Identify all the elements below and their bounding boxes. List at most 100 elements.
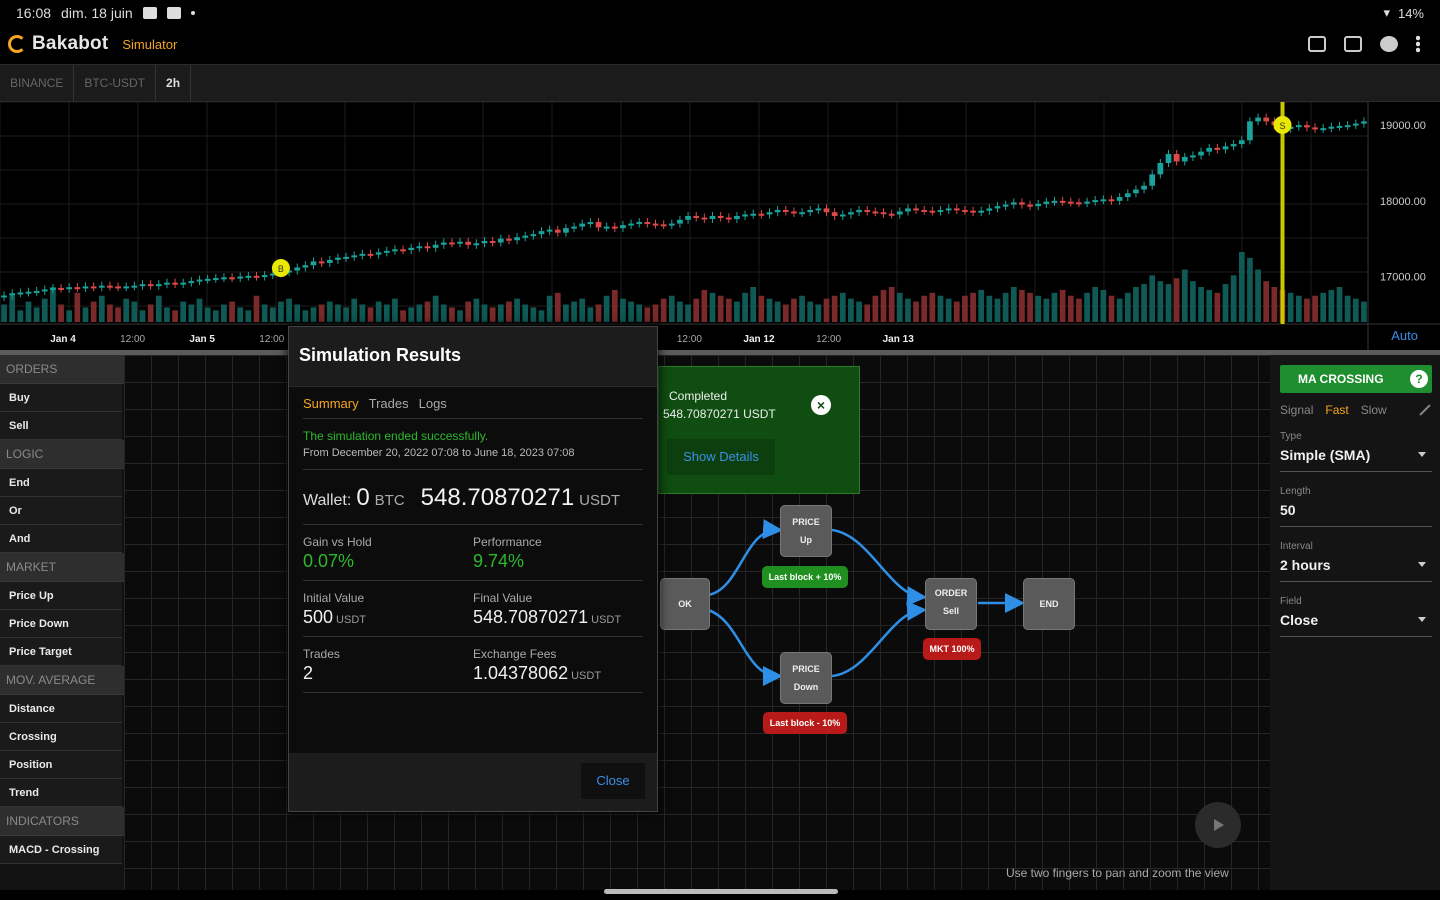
candle [546,229,553,232]
volume-bar [33,307,40,322]
price-down-node[interactable]: PRICE Down [780,652,832,704]
show-details-button[interactable]: Show Details [667,439,775,475]
stat-row: Gain vs Hold 0.07% Performance 9.74% [303,525,643,581]
candle [1312,127,1318,130]
palette-item-price-down[interactable]: Price Down [0,610,122,638]
palette-item-trend[interactable]: Trend [0,779,122,807]
type-dropdown-icon[interactable] [1418,452,1426,457]
tab-fast[interactable]: Fast [1325,403,1349,417]
candle [603,226,610,229]
interval-selector[interactable]: 2h [156,65,192,101]
volume-bar [1002,292,1009,322]
volume-bar [953,301,960,322]
tab-trades[interactable]: Trades [368,396,409,411]
bot-icon[interactable] [1344,36,1362,52]
more-menu-icon[interactable] [1416,35,1420,53]
volume-bar [449,307,455,322]
stat-value-row: 1.04378062 USDT [473,663,643,684]
auto-scale-button[interactable]: Auto [1391,328,1418,343]
volume-bar [123,298,130,322]
field-field[interactable]: Field Close [1280,596,1432,637]
volume-bar [1010,287,1017,322]
candle [620,225,626,229]
home-indicator[interactable] [604,889,838,894]
price-down-condition[interactable]: Last block - 10% [763,712,847,734]
tab-logs[interactable]: Logs [418,396,447,411]
tab-summary[interactable]: Summary [303,396,359,411]
volume-bar [1149,275,1156,322]
palette-item-distance[interactable]: Distance [0,695,122,723]
ma-tabs: Signal Fast Slow [1280,403,1432,417]
field-value[interactable]: Close [1280,612,1319,628]
wallet-btc: 0 [356,484,370,511]
palette-item-or[interactable]: Or [0,497,122,525]
ok-node[interactable]: OK [660,578,710,630]
pair-selector[interactable]: BTC-USDT [74,65,157,101]
tab-signal[interactable]: Signal [1280,403,1314,417]
palette-item-price-target[interactable]: Price Target [0,638,122,666]
volume-bar [1238,252,1245,322]
length-value[interactable]: 50 [1280,502,1296,518]
candle [1214,147,1221,150]
volume-bar [318,304,325,322]
palette-item-sell[interactable]: Sell [0,412,122,440]
toast-close-icon[interactable]: × [811,395,831,415]
volume-bar [147,304,154,322]
volume-bar [1084,292,1090,322]
interval-value[interactable]: 2 hours [1280,557,1331,573]
trade-marker [271,259,290,278]
candle [25,291,32,294]
volume-bar [701,289,708,322]
panel-divider[interactable] [0,350,1440,355]
palette-item-price-up[interactable]: Price Up [0,582,122,610]
volume-bar [278,301,284,322]
play-button[interactable] [1195,802,1241,848]
palette-item-crossing[interactable]: Crossing [0,723,122,751]
chat-icon[interactable] [1308,36,1326,52]
end-node[interactable]: END [1023,578,1075,630]
volume-bar [9,295,16,322]
price-chart[interactable]: 19000.00 18000.00 17000.00 Jan 4 12:00 Jan 5 1… [0,102,1440,350]
palette-item-buy[interactable]: Buy [0,384,122,412]
volume-bar [587,307,594,322]
volume-bar [286,298,292,322]
volume-bar [1304,298,1310,322]
price-up-condition[interactable]: Last block + 10% [762,566,848,588]
exchange-selector[interactable]: BINANCE [0,65,75,101]
order-amount-tag[interactable]: MKT 100% [923,638,981,660]
ok-node-label: OK [678,599,692,609]
help-icon[interactable]: ? [1410,370,1428,388]
candle [237,276,244,279]
palette-item-position[interactable]: Position [0,751,122,779]
length-field[interactable]: Length 50 [1280,486,1432,527]
edit-icon[interactable] [1419,404,1431,416]
candle [302,265,309,268]
field-dropdown-icon[interactable] [1418,617,1426,622]
palette-item-macd-crossing[interactable]: MACD - Crossing [0,836,122,864]
type-field[interactable]: Type Simple (SMA) [1280,431,1432,472]
order-sell-node[interactable]: ORDER Sell [925,578,977,630]
volume-bar [473,298,480,322]
candle [261,275,268,278]
candlestick-chart[interactable]: 19000.00 18000.00 17000.00 Jan 4 12:00 Jan 5 1… [0,102,1440,350]
interval-field[interactable]: Interval 2 hours [1280,541,1432,582]
info-icon[interactable] [1380,36,1398,52]
candle [123,286,130,289]
volume-bar [603,295,610,322]
interval-dropdown-icon[interactable] [1418,562,1426,567]
stat-label: Gain vs Hold [303,535,372,549]
palette-item-end[interactable]: End [0,469,122,497]
type-value[interactable]: Simple (SMA) [1280,447,1371,463]
candle [1295,125,1302,128]
candle [383,250,390,253]
tab-slow[interactable]: Slow [1360,403,1387,417]
candle [579,223,586,227]
stat-gain-vs-hold: Gain vs Hold 0.07% [303,535,473,572]
date-range: From December 20, 2022 07:08 to June 18,… [303,447,643,470]
status-time: 16:08 [16,5,52,21]
close-button[interactable]: Close [581,763,645,799]
candle [799,212,805,215]
price-up-node[interactable]: PRICE Up [780,505,832,557]
candle [400,249,406,252]
palette-item-and[interactable]: And [0,525,122,553]
